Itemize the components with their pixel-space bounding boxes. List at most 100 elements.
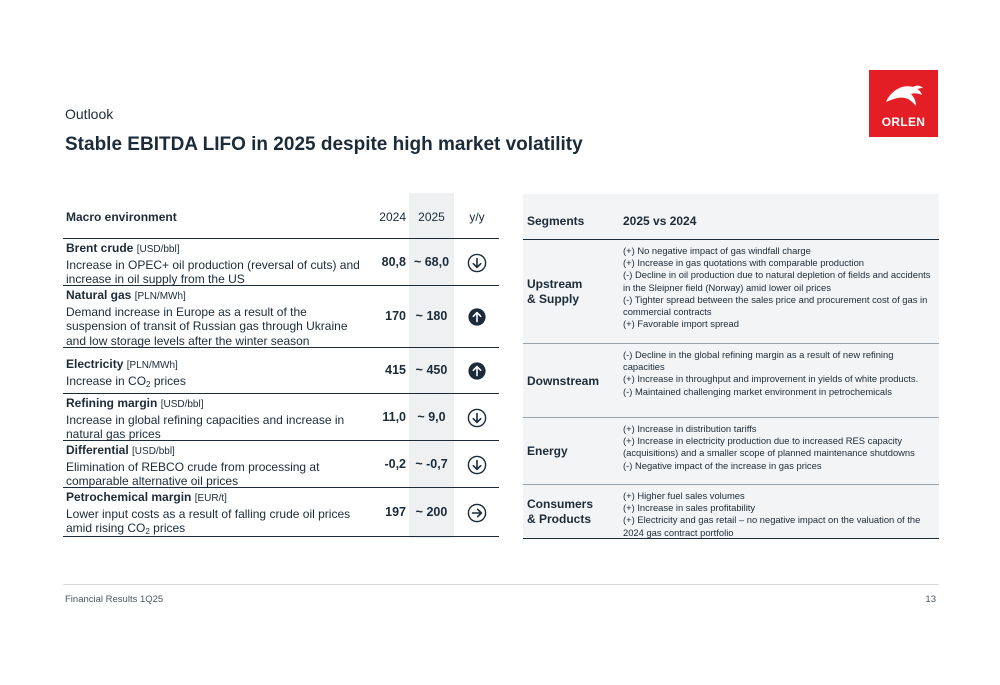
segment-item: (+) Increase in sales profitability (623, 502, 756, 514)
macro-row-unit: [PLN/MWh] (126, 360, 178, 371)
section-label: Outlook (65, 106, 114, 122)
macro-row-unit: [EUR/t] (194, 493, 227, 504)
segment-name-line: & Supply (527, 292, 580, 306)
macro-row: Petrochemical margin [EUR/t] Lower input … (63, 488, 499, 537)
macro-header: Macro environment 2024 2025 y/y (63, 193, 499, 239)
footer-label: Financial Results 1Q25 (65, 594, 164, 605)
segment-name: Energy (527, 444, 619, 459)
segment-name-line: Downstream (527, 373, 600, 388)
macro-table: Macro environment 2024 2025 y/y Brent cr… (63, 193, 499, 538)
footer-divider (63, 584, 939, 585)
segment-item: (+) Electricity and gas retail – no nega… (623, 514, 921, 538)
macro-row-name: Petrochemical margin (66, 490, 192, 504)
macro-value-2025: ~ 68,0 (413, 254, 450, 269)
segments-background (523, 194, 939, 539)
macro-row: Natural gas [PLN/MWh] Demand increase in … (63, 286, 499, 348)
logo-text: ORLEN (881, 115, 926, 129)
segment-row: Downstream (-) Decline in the global refi… (523, 344, 939, 418)
arrow-up-icon (468, 308, 486, 326)
macro-row-text: Elimination of REBCO crude from processi… (66, 459, 320, 489)
segment-item: (+) No negative impact of gas windfall c… (623, 245, 811, 256)
macro-row-name: Brent crude (66, 241, 134, 255)
macro-row-description: Differential [USD/bbl] Elimination of REB… (66, 443, 366, 489)
arrow-right-icon (467, 503, 487, 522)
eagle-icon (886, 85, 923, 106)
segment-item: (-) Maintained challenging market enviro… (623, 385, 892, 397)
macro-row-text: Increase in OPEC+ oil production (revers… (66, 257, 360, 287)
segment-name-line: Energy (527, 444, 568, 458)
macro-row: Brent crude [USD/bbl] Increase in OPEC+ o… (63, 239, 499, 286)
segment-items: (+) Higher fuel sales volumes (+) Increas… (623, 490, 935, 539)
macro-header-yy: y/y (469, 210, 485, 224)
macro-row-name: Natural gas (66, 288, 132, 302)
macro-row-unit: [USD/bbl] (136, 244, 180, 255)
macro-row: Refining margin [USD/bbl] Increase in glo… (63, 394, 499, 441)
segment-item: (-) Tighter spread between the sales pri… (623, 293, 928, 318)
segment-items: (+) No negative impact of gas windfall c… (623, 245, 935, 330)
segment-name-line: & Products (527, 512, 592, 526)
arrow-down-icon (467, 455, 487, 474)
macro-row-unit: [USD/bbl] (132, 446, 175, 457)
macro-row-description: Refining margin [USD/bbl] Increase in glo… (66, 396, 366, 442)
segment-item: (+) Higher fuel sales volumes (623, 490, 745, 501)
macro-header-title: Macro environment (66, 210, 177, 224)
segment-row: Energy (+) Increase in distribution tarif… (523, 418, 939, 485)
macro-row-text: Lower input costs as a result of falling… (66, 506, 351, 536)
segments-header-name: Segments (527, 214, 585, 228)
highlight-2025-column (409, 193, 454, 538)
segment-row: Consumers & Products (+) Higher fuel sales… (523, 485, 939, 539)
macro-value-2025: ~ 200 (415, 504, 448, 519)
macro-row-unit: [USD/bbl] (160, 399, 204, 410)
macro-row-text-end: prices (150, 373, 186, 388)
segment-item: (+) Increase in throughput and improveme… (623, 373, 919, 385)
macro-value-2024: 170 (385, 309, 406, 323)
macro-row-description: Brent crude [USD/bbl] Increase in OPEC+ o… (66, 241, 366, 287)
segment-name: Consumers & Products (527, 497, 619, 527)
arrow-down-icon (467, 253, 487, 272)
segments-header-comparison: 2025 vs 2024 (623, 214, 697, 228)
arrow-down-icon (467, 408, 487, 427)
segment-item: (+) Increase in electricity production d… (623, 435, 915, 459)
macro-row-name: Differential (66, 443, 129, 457)
macro-row-description: Petrochemical margin [EUR/t] Lower input … (66, 490, 366, 540)
macro-value-2024: 415 (385, 363, 406, 377)
page-number: 13 (925, 594, 936, 605)
macro-row-unit: [PLN/MWh] (134, 291, 186, 302)
segment-name-line: Upstream (527, 277, 583, 291)
macro-value-2024: 11,0 (382, 409, 406, 424)
segment-name: Downstream (527, 374, 619, 389)
segment-name-line: Consumers (527, 497, 594, 511)
macro-row-subscript: 2 (145, 527, 150, 537)
macro-value-2025: ~ -0,7 (415, 456, 448, 471)
macro-row-subscript: 2 (146, 379, 151, 389)
macro-value-2025: ~ 450 (415, 363, 448, 377)
segment-item: (-) Decline in the global refining margi… (623, 349, 894, 373)
macro-row-text: Increase in global refining capacities a… (66, 412, 345, 442)
macro-value-2024: 197 (385, 504, 406, 519)
macro-value-2025: ~ 9,0 (417, 409, 446, 424)
macro-row-description: Natural gas [PLN/MWh] Demand increase in … (66, 288, 366, 348)
segment-item: (+) Favorable import spread (623, 318, 739, 330)
arrow-up-icon (468, 362, 486, 380)
segment-name: Upstream & Supply (527, 277, 619, 307)
segments-header: Segments 2025 vs 2024 (523, 194, 939, 240)
macro-row-text: Demand increase in Europe as a result of… (66, 304, 348, 348)
segment-item: (-) Decline in oil production due to nat… (623, 269, 931, 293)
macro-value-2024: -0,2 (384, 456, 406, 471)
segment-item: (-) Negative impact of the increase in g… (623, 459, 822, 471)
macro-row-text-end: prices (149, 521, 186, 536)
macro-value-2025: ~ 180 (415, 309, 448, 323)
orlen-logo: ORLEN (869, 70, 938, 137)
macro-header-2024: 2024 (379, 210, 406, 224)
macro-row-description: Electricity [PLN/MWh] Increase in CO2 pri… (66, 357, 366, 392)
page-title: Stable EBITDA LIFO in 2025 despite high … (65, 134, 583, 155)
segment-item: (+) Increase in distribution tariffs (623, 423, 757, 434)
macro-row: Differential [USD/bbl] Elimination of REB… (63, 441, 499, 488)
macro-row: Electricity [PLN/MWh] Increase in CO2 pri… (63, 348, 499, 394)
segment-items: (-) Decline in the global refining margi… (623, 349, 935, 398)
segments-table: Segments 2025 vs 2024 Upstream & Supply (+… (523, 194, 939, 539)
segment-item: (+) Increase in gas quotations with comp… (623, 257, 865, 269)
segment-row: Upstream & Supply (+) No negative impact o… (523, 240, 939, 344)
macro-row-name: Electricity (66, 357, 124, 371)
macro-row-text: Increase in CO (66, 373, 147, 388)
